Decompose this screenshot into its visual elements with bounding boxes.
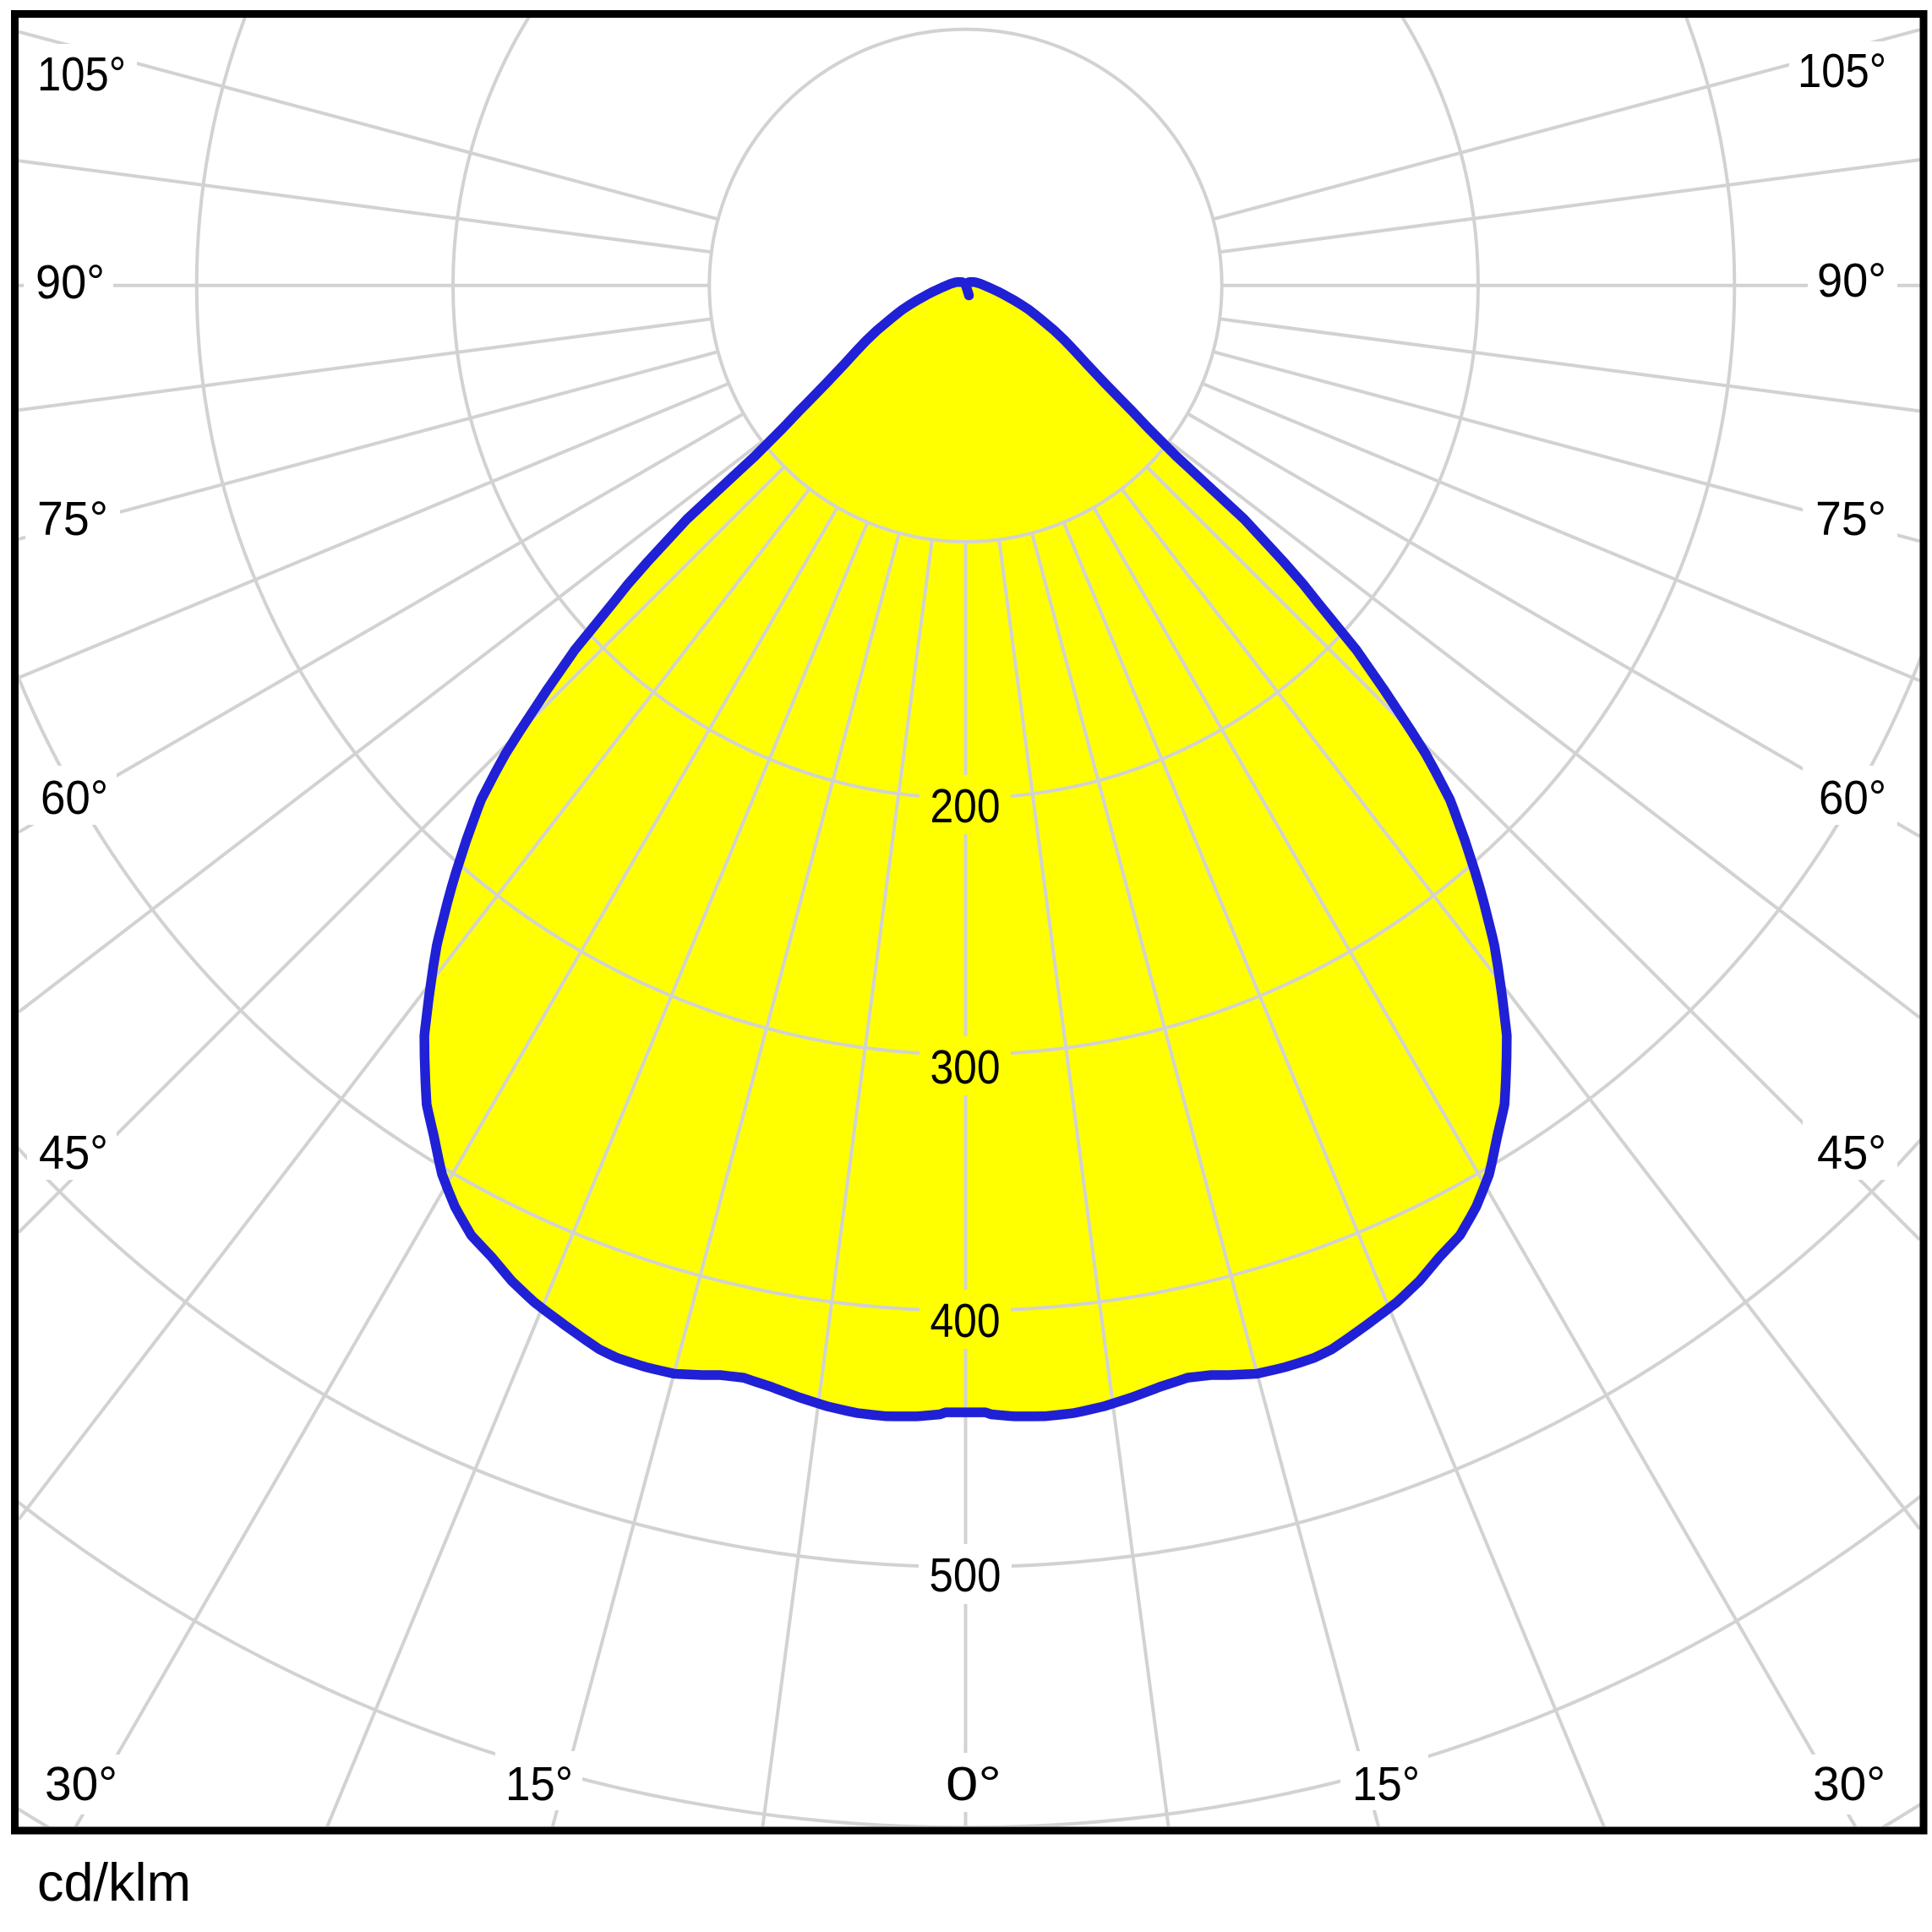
svg-text:30°: 30°	[1813, 1757, 1886, 1811]
svg-text:45°: 45°	[39, 1126, 108, 1180]
svg-text:200: 200	[931, 779, 1001, 833]
svg-text:60°: 60°	[41, 771, 108, 825]
svg-text:105°: 105°	[37, 47, 126, 101]
svg-text:90°: 90°	[35, 255, 105, 309]
svg-text:0°: 0°	[946, 1757, 1001, 1811]
svg-text:30°: 30°	[45, 1757, 117, 1811]
svg-text:75°: 75°	[1815, 492, 1886, 546]
svg-text:300: 300	[931, 1040, 1001, 1094]
svg-text:105°: 105°	[1798, 44, 1886, 98]
svg-text:15°: 15°	[1352, 1757, 1420, 1811]
svg-text:45°: 45°	[1817, 1126, 1886, 1180]
svg-text:60°: 60°	[1819, 771, 1886, 825]
svg-text:15°: 15°	[505, 1757, 573, 1811]
svg-text:90°: 90°	[1817, 254, 1886, 308]
svg-text:400: 400	[931, 1294, 1001, 1348]
svg-text:cd/klm: cd/klm	[37, 1853, 191, 1913]
svg-text:500: 500	[930, 1548, 1001, 1602]
svg-text:75°: 75°	[37, 492, 108, 546]
